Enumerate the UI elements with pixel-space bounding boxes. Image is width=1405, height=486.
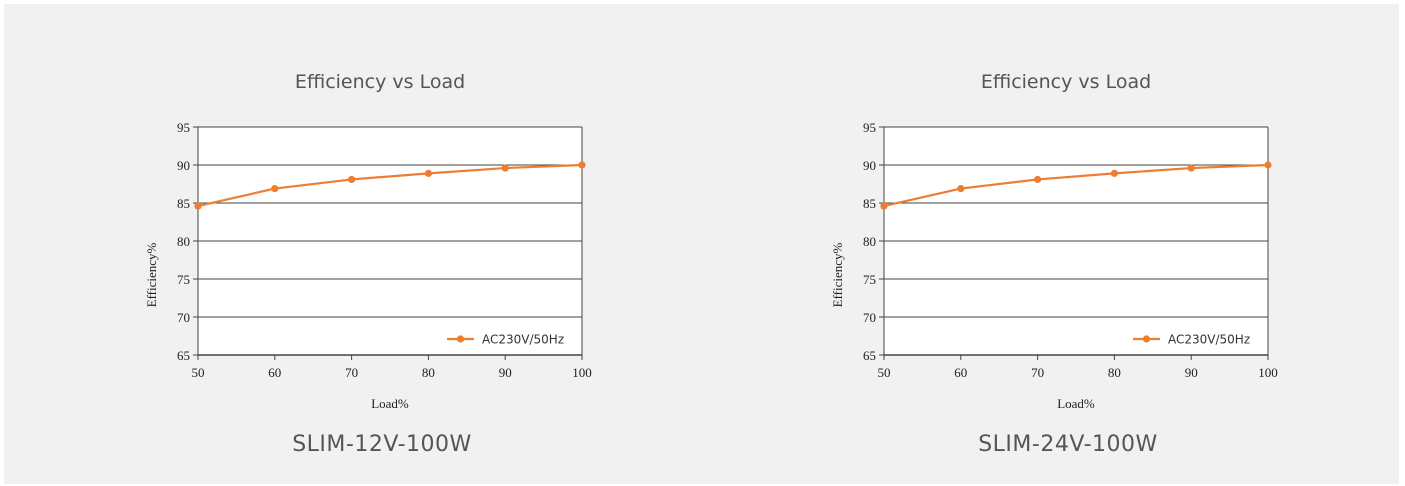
x-tick-label: 100 [572, 365, 592, 380]
data-point [1034, 175, 1042, 184]
y-tick-label: 90 [177, 158, 190, 173]
legend-marker [456, 335, 465, 343]
x-tick-label: 90 [499, 365, 512, 380]
y-tick-label: 75 [863, 272, 876, 287]
data-point [578, 161, 586, 169]
chart-title: Efficiency vs Load [295, 71, 465, 93]
chart-title: Efficiency vs Load [981, 71, 1151, 93]
y-tick-label: 80 [863, 234, 876, 249]
data-point [348, 175, 356, 184]
x-tick-label: 60 [268, 365, 281, 380]
charts-panel: Efficiency vs Load 65 70 75 80 85 90 95 50 60 70 80… [4, 4, 1399, 484]
chart-caption-24v: SLIM-24V-100W [978, 432, 1158, 457]
x-axis-label: Load% [1057, 396, 1095, 411]
data-point [1187, 164, 1195, 172]
y-tick-label: 65 [863, 348, 876, 363]
legend-label: AC230V/50Hz [1168, 333, 1250, 347]
y-tick-label: 70 [177, 310, 190, 325]
efficiency-chart-24v: Efficiency vs Load 65 70 75 80 85 90 95 50 60 70 80… [830, 71, 1278, 411]
x-tick-label: 60 [954, 365, 967, 380]
y-tick-label: 70 [863, 310, 876, 325]
y-tick-label: 95 [863, 120, 876, 135]
y-tick-label: 85 [177, 196, 190, 211]
data-point [424, 169, 432, 177]
series-line [197, 163, 583, 208]
data-point [1110, 169, 1118, 177]
legend-marker [1142, 335, 1151, 343]
x-tick-label: 80 [1108, 365, 1121, 380]
data-point [880, 202, 888, 210]
y-tick-label: 85 [863, 196, 876, 211]
efficiency-chart-12v: Efficiency vs Load 65 70 75 80 85 90 95 50 60 70 80… [144, 71, 592, 411]
y-tick-label: 90 [863, 158, 876, 173]
x-tick-label: 90 [1185, 365, 1198, 380]
legend-label: AC230V/50Hz [482, 333, 564, 347]
y-axis-label: Efficiency% [144, 242, 159, 307]
data-point [501, 164, 509, 172]
x-tick-label: 50 [192, 365, 205, 380]
y-tick-label: 65 [177, 348, 190, 363]
chart-caption-12v: SLIM-12V-100W [292, 432, 472, 457]
data-point [1264, 161, 1272, 169]
data-point [957, 184, 965, 193]
x-tick-label: 70 [345, 365, 358, 380]
data-point [194, 202, 202, 210]
y-tick-label: 80 [177, 234, 190, 249]
x-tick-label: 100 [1258, 365, 1278, 380]
y-axis-label: Efficiency% [830, 242, 845, 307]
data-point [271, 184, 279, 193]
x-tick-label: 50 [878, 365, 891, 380]
y-tick-label: 95 [177, 120, 190, 135]
x-tick-label: 80 [422, 365, 435, 380]
y-tick-label: 75 [177, 272, 190, 287]
series-line [883, 163, 1269, 208]
x-tick-label: 70 [1031, 365, 1044, 380]
x-axis-label: Load% [371, 396, 409, 411]
